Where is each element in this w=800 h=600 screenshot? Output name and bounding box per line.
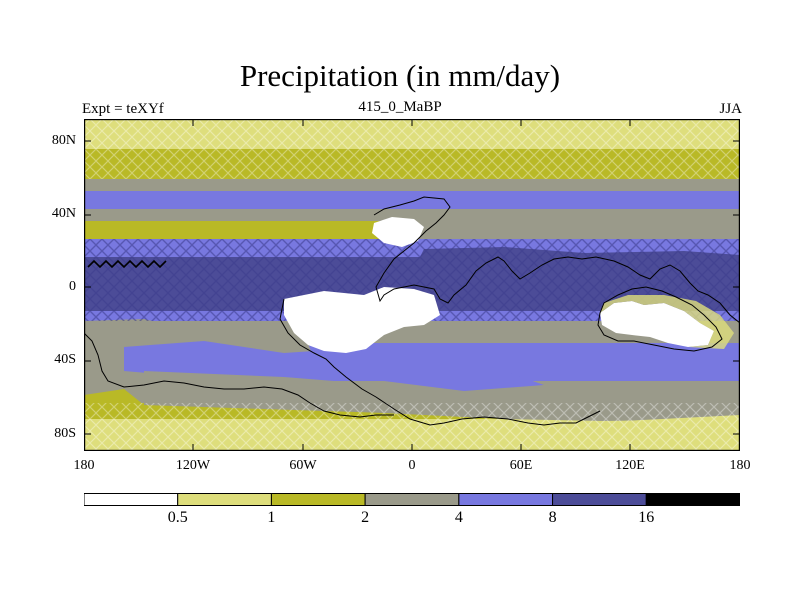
colorbar-label: 0.5 [167, 509, 188, 526]
map-title: Precipitation (in mm/day) [239, 58, 561, 93]
x-tick-label: 120W [175, 458, 211, 473]
season-label: JJA [719, 101, 742, 117]
coastline-eurasia [373, 196, 740, 324]
x-tick-label: 0 [408, 458, 416, 473]
coastline-africa-south [279, 298, 601, 426]
precipitation-map [84, 119, 740, 451]
hatch-south [84, 403, 740, 451]
x-tick-label: 120E [615, 458, 645, 473]
x-tick-label: 180 [73, 458, 95, 473]
colorbar-label: 1 [267, 509, 276, 526]
y-tick-label: 40N [51, 206, 76, 221]
colorbar-swatch [84, 493, 179, 506]
coastline-australia [597, 286, 723, 352]
colorbar-swatch [270, 493, 366, 506]
desert-northwest [372, 217, 424, 247]
colorbar-swatch [364, 493, 460, 506]
colorbar-swatch [177, 493, 272, 506]
band-north-storm [84, 191, 740, 209]
desert-africa [284, 287, 440, 353]
experiment-label: Expt = teXYf [82, 101, 164, 117]
axis-ticks [84, 119, 740, 451]
desert-australia [600, 301, 714, 347]
colorbar-swatch [645, 493, 740, 506]
y-tick-label: 40S [54, 352, 76, 367]
band-north-mid [84, 179, 740, 191]
hatch-north [84, 119, 740, 179]
x-tick-label: 60W [289, 458, 317, 473]
colorbar-label: 8 [548, 509, 557, 526]
colorbar-swatch [552, 493, 647, 506]
colorbar [84, 493, 740, 506]
y-tick-label: 80S [54, 426, 76, 441]
period-label: 415_0_MaBP [358, 99, 442, 115]
pale-australia-edge [600, 295, 734, 349]
jet-squiggle [87, 259, 167, 269]
colorbar-label: 2 [361, 509, 370, 526]
colorbar-label: 4 [454, 509, 463, 526]
y-tick-label: 0 [69, 279, 76, 294]
coastline-americas [84, 332, 394, 418]
colorbar-label: 16 [638, 509, 655, 526]
x-tick-label: 60E [509, 458, 533, 473]
x-tick-label: 180 [729, 458, 751, 473]
colorbar-swatch [458, 493, 554, 506]
y-tick-label: 80N [51, 133, 76, 148]
